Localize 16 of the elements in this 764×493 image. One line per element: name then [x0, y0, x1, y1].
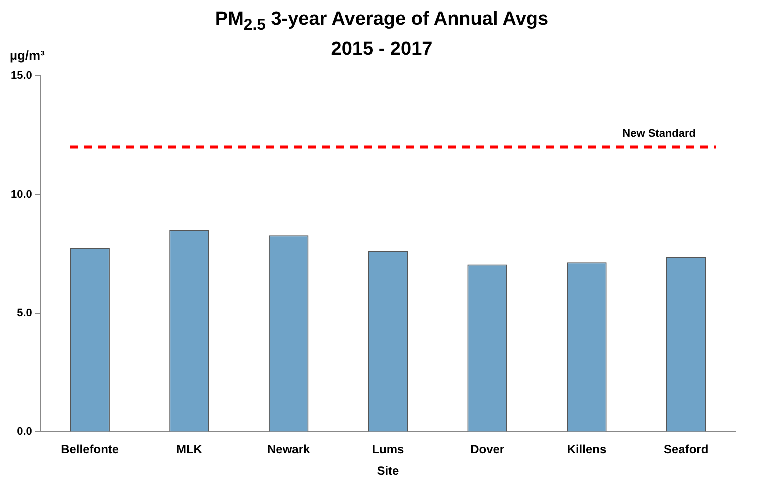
x-tick-label: Dover	[470, 442, 505, 457]
y-tick-label: 15.0	[10, 70, 32, 82]
x-tick-label: Killens	[567, 442, 607, 457]
chart-subtitle: 2015 - 2017	[331, 38, 433, 60]
y-tick-label: 10.0	[10, 188, 32, 201]
x-axis-title: Site	[377, 464, 400, 478]
chart-title: PM$_{2.5}$ 3-year Average of Annual Avgs	[214, 8, 550, 36]
x-tick-label: Lums	[372, 442, 405, 457]
ref-line-label: New Standard	[622, 128, 696, 140]
x-tick-label: Seaford	[664, 442, 709, 457]
y-axis-title: µg/m³	[10, 48, 45, 63]
y-tick-label: 0.0	[17, 426, 32, 438]
x-tick-label: Newark	[267, 442, 310, 457]
x-tick-label: MLK	[176, 442, 203, 457]
y-tick-label: 5.0	[17, 308, 32, 320]
x-tick-label: Bellefonte	[61, 442, 120, 457]
